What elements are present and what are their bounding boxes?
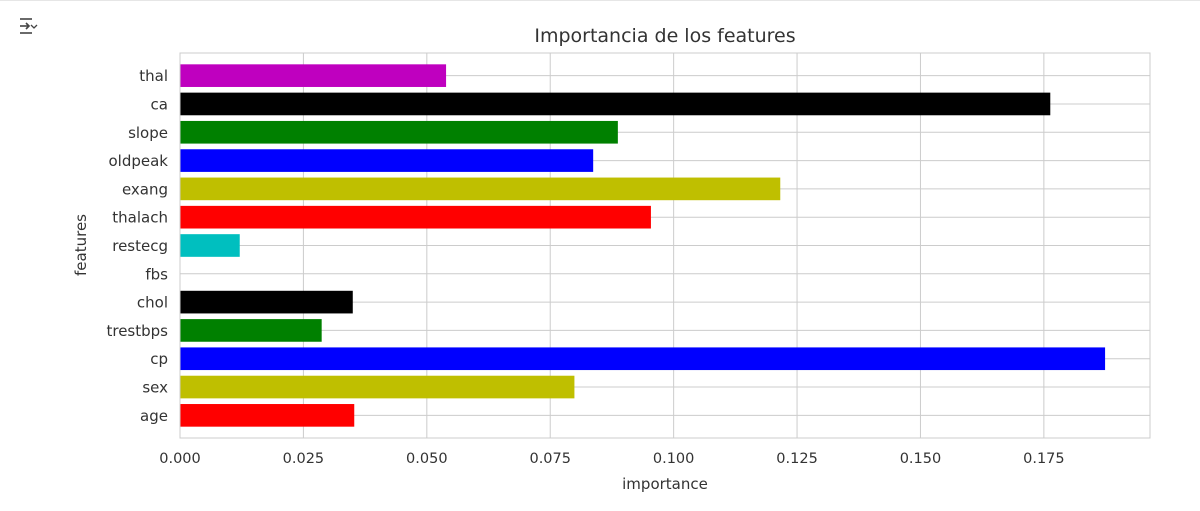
cell-divider bbox=[0, 0, 1200, 1]
y-tick-label-exang: exang bbox=[122, 180, 168, 198]
x-tick-label: 0.125 bbox=[776, 451, 818, 467]
x-tick-label: 0.150 bbox=[900, 451, 942, 467]
y-tick-labels: age sex cp trestbps chol fbs restecg thalach exa… bbox=[106, 67, 168, 425]
y-tick-label-age: age bbox=[140, 407, 168, 425]
x-tick-label: 0.025 bbox=[283, 451, 325, 467]
y-tick-label-trestbps: trestbps bbox=[106, 322, 168, 340]
bar-trestbps bbox=[180, 319, 322, 342]
bar-exang bbox=[180, 177, 781, 201]
output-collapse-icon bbox=[20, 18, 38, 34]
plot-frame bbox=[179, 52, 1151, 439]
y-tick-label-thalach: thalach bbox=[112, 209, 168, 227]
bar-thalach bbox=[180, 205, 651, 229]
y-tick-label-fbs: fbs bbox=[145, 265, 168, 283]
x-tick-labels: 0.000 0.025 0.050 0.075 0.100 0.125 0.150 0.175 bbox=[159, 451, 1064, 467]
bar-ca bbox=[180, 92, 1051, 116]
y-tick-label-sex: sex bbox=[142, 379, 168, 397]
bar-restecg bbox=[180, 234, 240, 257]
x-axis-label: importance bbox=[622, 475, 708, 493]
x-tick-label: 0.175 bbox=[1023, 451, 1065, 467]
y-tick-label-thal: thal bbox=[139, 67, 168, 85]
x-tick-label: 0.050 bbox=[406, 451, 448, 467]
y-tick-label-cp: cp bbox=[150, 350, 168, 368]
y-tick-label-slope: slope bbox=[128, 124, 168, 142]
y-tick-label-ca: ca bbox=[151, 95, 168, 113]
bar-slope bbox=[180, 120, 618, 144]
y-tick-label-chol: chol bbox=[137, 294, 168, 312]
bar-thal bbox=[180, 64, 447, 87]
bar-age bbox=[180, 404, 355, 427]
chart-title: Importancia de los features bbox=[534, 25, 795, 47]
output-toggle-button[interactable] bbox=[14, 14, 42, 38]
x-tick-label: 0.075 bbox=[529, 451, 571, 467]
x-tick-label: 0.100 bbox=[653, 451, 695, 467]
bar-cp bbox=[180, 347, 1106, 371]
y-tick-label-oldpeak: oldpeak bbox=[109, 152, 169, 170]
bar-sex bbox=[180, 375, 575, 399]
bars bbox=[180, 64, 1106, 427]
y-tick-label-restecg: restecg bbox=[112, 237, 168, 255]
y-axis-label: features bbox=[72, 214, 90, 276]
x-tick-label: 0.000 bbox=[159, 451, 201, 467]
bar-chol bbox=[180, 290, 353, 314]
chart-output: Importancia de los features importance f… bbox=[60, 0, 1200, 511]
bar-oldpeak bbox=[180, 149, 594, 172]
feature-importance-chart: Importancia de los features importance f… bbox=[72, 25, 1151, 493]
